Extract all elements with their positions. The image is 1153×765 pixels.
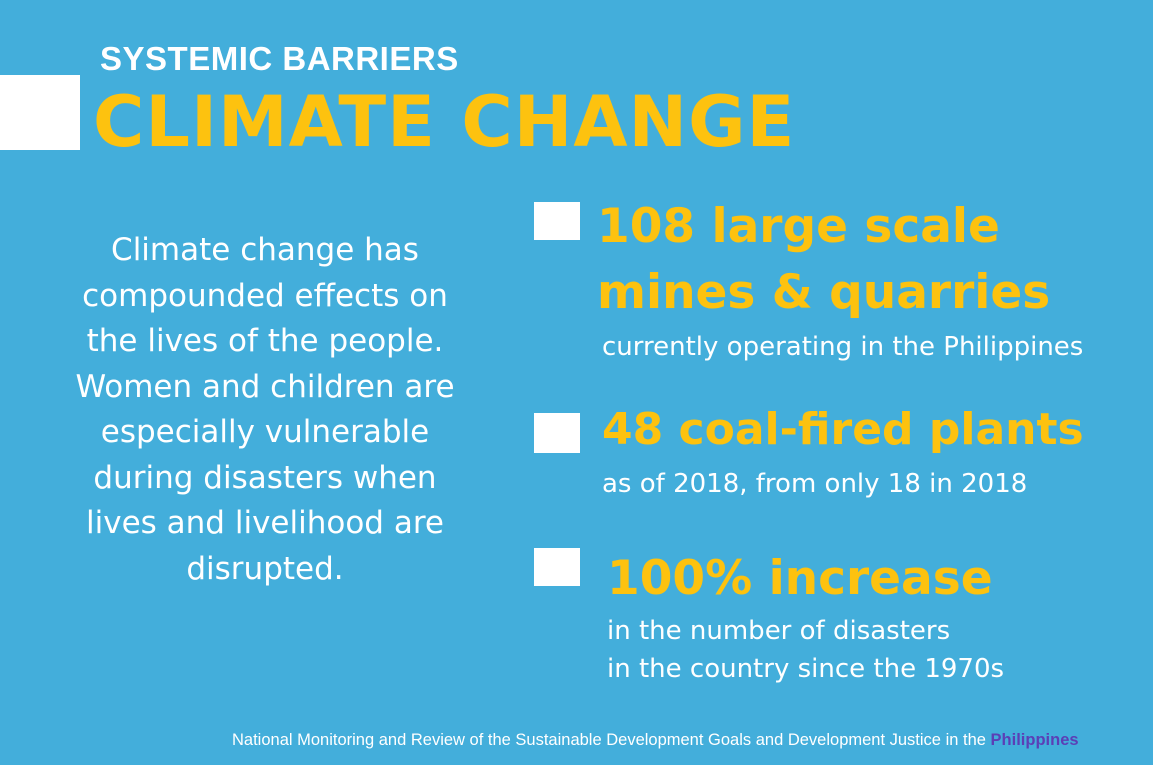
stat-headline-line: 100% increase bbox=[607, 551, 993, 606]
stat-bullet-square bbox=[534, 202, 580, 240]
footer-text: National Monitoring and Review of the Su… bbox=[232, 731, 991, 749]
stat-headline-line: mines & quarries bbox=[597, 265, 1051, 320]
stat-detail-line: as of 2018, from only 18 in 2018 bbox=[602, 469, 1028, 499]
intro-line: compounded effects on bbox=[82, 277, 448, 314]
stat-headline-line: 48 coal-fired plants bbox=[602, 404, 1084, 455]
intro-line: Women and children are bbox=[75, 368, 455, 405]
stat-headline: 108 large scale mines & quarries bbox=[597, 194, 1050, 326]
footer-credit: National Monitoring and Review of the Su… bbox=[232, 731, 1079, 750]
stat-detail-line: in the number of disasters bbox=[607, 616, 951, 646]
stat-detail-line: in the country since the 1970s bbox=[607, 654, 1005, 684]
stat-headline-line: 108 large scale bbox=[597, 199, 1000, 254]
title-square-decoration bbox=[0, 75, 80, 150]
intro-line: disrupted. bbox=[186, 550, 344, 587]
stat-bullet-square bbox=[534, 413, 580, 453]
intro-line: especially vulnerable bbox=[100, 414, 430, 450]
stat-bullet-square bbox=[534, 548, 580, 586]
stat-detail-line: currently operating in the Philippines bbox=[602, 332, 1084, 362]
intro-line: the lives of the people. bbox=[86, 323, 444, 359]
intro-line: lives and livelihood are bbox=[86, 505, 444, 541]
stat-detail: in the number of disasters in the countr… bbox=[607, 612, 1004, 688]
stat-detail: as of 2018, from only 18 in 2018 bbox=[602, 466, 1027, 502]
footer-highlight: Philippines bbox=[990, 731, 1079, 749]
header-kicker: SYSTEMIC BARRIERS bbox=[100, 40, 459, 77]
stat-headline: 48 coal-fired plants bbox=[602, 398, 1084, 462]
page-title: CLIMATE CHANGE bbox=[93, 81, 796, 163]
intro-line: Climate change has bbox=[111, 232, 419, 268]
intro-paragraph: Climate change has compounded effects on… bbox=[40, 228, 490, 592]
stat-detail: currently operating in the Philippines bbox=[602, 329, 1083, 365]
intro-line: during disasters when bbox=[93, 459, 437, 496]
stat-headline: 100% increase bbox=[607, 547, 993, 611]
